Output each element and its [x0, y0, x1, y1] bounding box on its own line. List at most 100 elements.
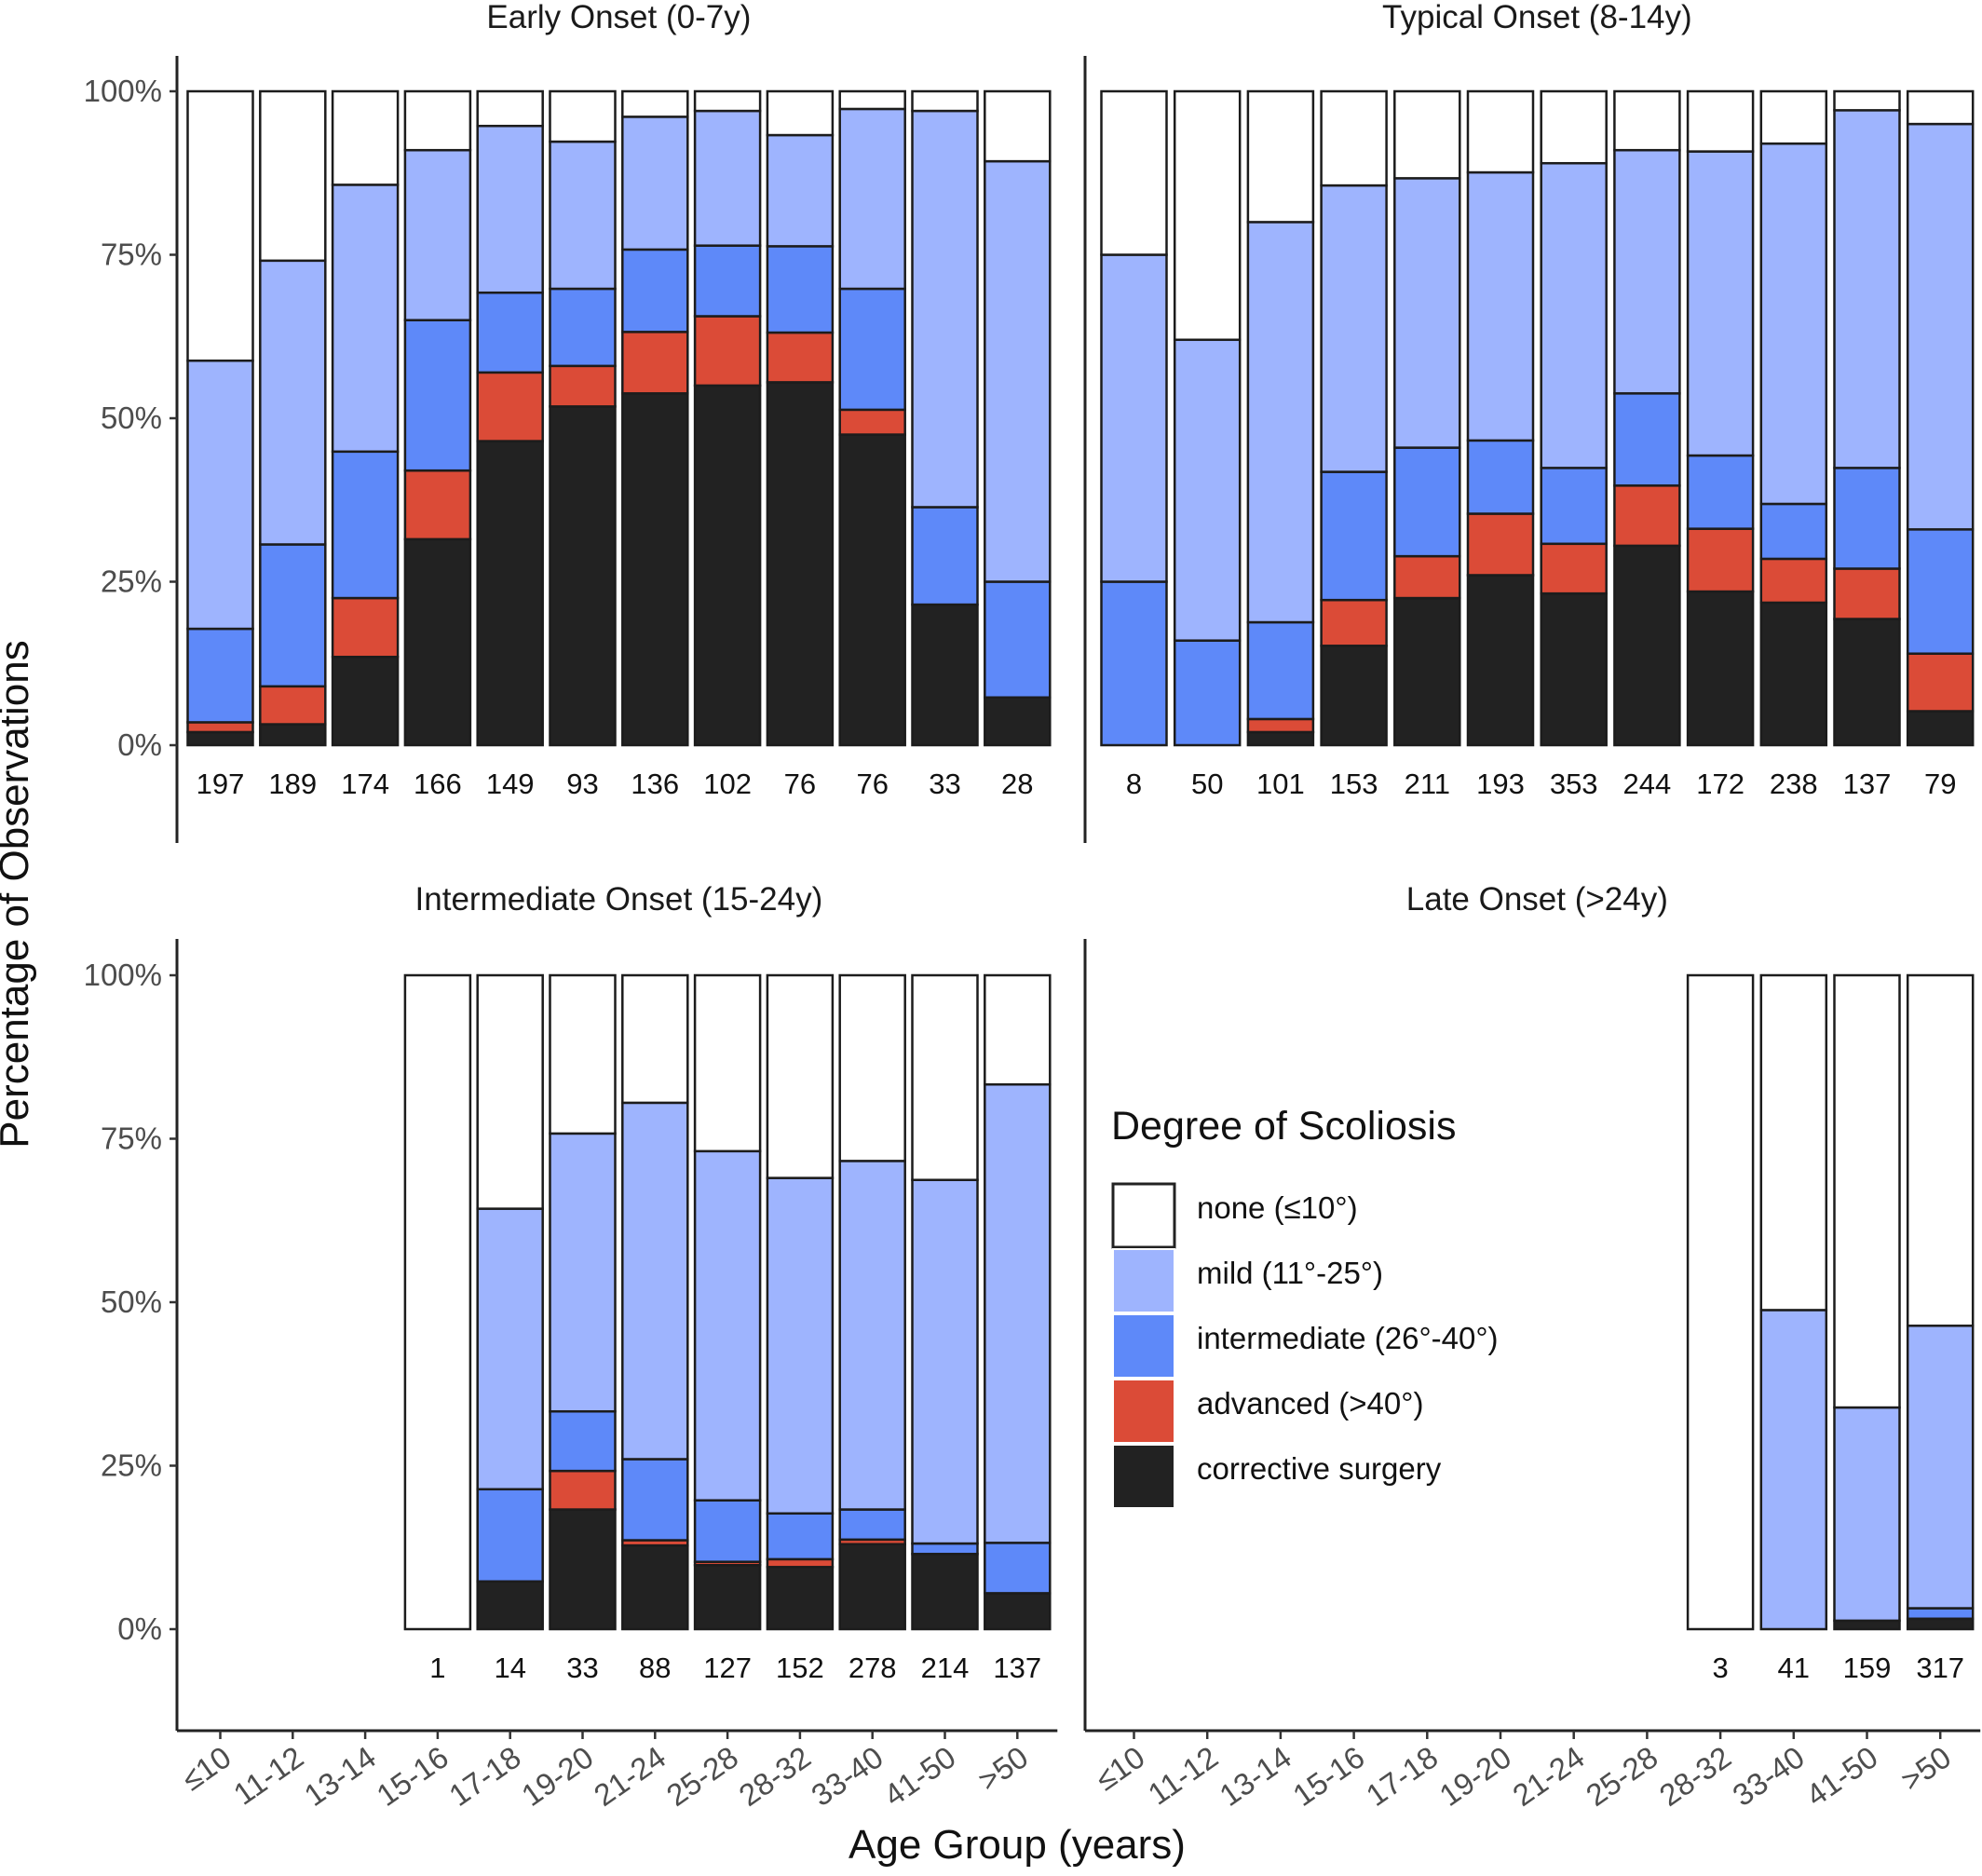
panel-2-bar-41-50-none: [1833, 89, 1901, 112]
panel-4-x-tick-label: >50: [1894, 1739, 1957, 1797]
panel-1-bar-15-16-intermediate: [403, 319, 472, 472]
panel-4-bar-41-50-mild: [1833, 1406, 1901, 1623]
panel-2-bar-gt50-none: [1906, 89, 1975, 126]
panel-2-bar-33-40-surgery: [1759, 601, 1828, 747]
panel-3-n-label-17-18: 14: [494, 1652, 525, 1684]
panel-4-x-tick-label: 19-20: [1433, 1739, 1517, 1813]
panel-3-bar-28-32-intermediate: [766, 1512, 835, 1561]
panel-1-n-label-13-14: 174: [341, 768, 389, 800]
panel-2-bar-11-12-intermediate: [1173, 639, 1242, 747]
panel-1-bar-28-32-advanced: [766, 331, 835, 384]
panel-3-y-tick-label: 75%: [101, 1122, 162, 1156]
panel-2-title: Typical Onset (8-14y): [1382, 0, 1692, 35]
panel-2-n-label-19-20: 193: [1476, 768, 1525, 800]
panel-2-bar-28-32-surgery: [1686, 590, 1755, 747]
panel-3-bar-gt50-none: [984, 973, 1052, 1086]
legend-item-none: none (≤10°): [1111, 1182, 1358, 1249]
panel-3-bar-17-18-none: [476, 973, 544, 1210]
panel-3-bar-19-20-none: [549, 973, 617, 1135]
y-axis-title: Percentage of Observations: [0, 640, 37, 1148]
panel-1-bar-25-28-advanced: [693, 315, 762, 387]
panel-1-bar-33-40-none: [838, 89, 906, 111]
panel-3-bar-19-20-advanced: [549, 1469, 617, 1511]
panel-3-bar-25-28-surgery: [693, 1563, 762, 1631]
panel-1-bar-21-24-surgery: [621, 392, 689, 747]
panel-2-bar-19-20-surgery: [1466, 574, 1535, 747]
panel-2-bar-28-32-advanced: [1686, 527, 1755, 593]
panel-2-bar-25-28-surgery: [1613, 544, 1681, 747]
panel-1-bar-le10-intermediate: [186, 627, 254, 724]
panel-3-x-tick-label: 25-28: [660, 1739, 744, 1813]
panel-1-bar-le10-none: [186, 89, 254, 362]
panel-1-n-label-19-20: 93: [566, 768, 598, 800]
panel-1-y-tick-label: 100%: [84, 74, 162, 108]
panel-2-bar-13-14-mild: [1246, 221, 1315, 624]
panel-1-bar-11-12-intermediate: [259, 543, 327, 688]
panel-3-bar-17-18-surgery: [476, 1580, 544, 1631]
panel-2-n-label-gt50: 79: [1924, 768, 1956, 800]
panel-3-bar-21-24-surgery: [621, 1543, 689, 1631]
panel-1-title: Early Onset (0-7y): [486, 0, 751, 35]
panel-2-bar-17-18-surgery: [1393, 596, 1461, 747]
panel-2-bar-21-24-advanced: [1540, 542, 1608, 595]
panel-2-bar-13-14-advanced: [1246, 717, 1315, 734]
panel-1-bar-gt50-mild: [984, 159, 1052, 583]
panel-1-bar-25-28-surgery: [693, 384, 762, 747]
panel-2-n-label-33-40: 238: [1770, 768, 1818, 800]
panel-1-n-label-28-32: 76: [784, 768, 816, 800]
panel-2-bar-25-28-mild: [1613, 148, 1681, 395]
panel-3-bar-21-24-intermediate: [621, 1458, 689, 1542]
panel-1-bar-13-14-surgery: [331, 655, 400, 747]
panel-4-n-label-gt50: 317: [1916, 1652, 1964, 1684]
panel-1-n-label-15-16: 166: [414, 768, 462, 800]
panel-3-bar-19-20-mild: [549, 1132, 617, 1413]
panel-2-bar-25-28-advanced: [1613, 484, 1681, 548]
panel-3-bar-25-28-mild: [693, 1149, 762, 1502]
panel-1-bar-11-12-advanced: [259, 685, 327, 726]
legend-swatch-intermediate: [1112, 1313, 1175, 1379]
panel-2-bar-33-40-mild: [1759, 142, 1828, 506]
panel-3-bar-33-40-mild: [838, 1160, 906, 1511]
panel-2-bar-15-16-surgery: [1320, 645, 1388, 747]
panel-2-n-label-28-32: 172: [1696, 768, 1744, 800]
panel-3-bar-28-32-advanced: [766, 1557, 835, 1569]
panel-2-n-label-13-14: 101: [1256, 768, 1305, 800]
panel-1-bar-19-20-mild: [549, 140, 617, 291]
panel-2-bar-gt50-mild: [1906, 122, 1975, 531]
panel-3-y-tick-label: 100%: [84, 958, 162, 992]
panel-4-n-label-41-50: 159: [1843, 1652, 1892, 1684]
panel-4-bar-gt50-surgery: [1906, 1617, 1975, 1631]
panel-2-bar-13-14-intermediate: [1246, 620, 1315, 721]
panel-3-x-tick-label: 13-14: [298, 1739, 382, 1813]
panel-2-bar-le10-mild: [1100, 253, 1168, 583]
panel-4-x-tick-label: 33-40: [1726, 1739, 1810, 1813]
panel-2-bar-41-50-mild: [1833, 109, 1901, 469]
panel-1-bar-17-18-none: [476, 89, 544, 128]
panel-1-y-tick-label: 25%: [101, 564, 162, 599]
panel-2-bar-21-24-surgery: [1540, 591, 1608, 747]
panel-1-bar-19-20-intermediate: [549, 287, 617, 368]
panel-2-n-label-41-50: 137: [1843, 768, 1892, 800]
panel-2-bar-17-18-advanced: [1393, 554, 1461, 600]
panel-3-y-tick-label: 25%: [101, 1448, 162, 1483]
panel-3-bar-gt50-surgery: [984, 1592, 1052, 1631]
panel-4-x-tick-label: 21-24: [1506, 1739, 1590, 1813]
panel-2-bar-15-16-intermediate: [1320, 470, 1388, 602]
panel-1-bar-19-20-none: [549, 89, 617, 143]
panel-1-bar-15-16-none: [403, 89, 472, 152]
panel-2-bar-11-12-mild: [1173, 338, 1242, 642]
legend-item-intermediate: intermediate (26°-40°): [1112, 1313, 1499, 1379]
panel-3-bar-19-20-surgery: [549, 1508, 617, 1631]
panel-1-bar-le10-advanced: [186, 721, 254, 734]
panel-1-bar-28-32-mild: [766, 133, 835, 248]
panel-1-bar-gt50-surgery: [984, 696, 1052, 747]
panel-4-bar-28-32-none: [1686, 973, 1755, 1631]
panel-2-bar-13-14-none: [1246, 89, 1315, 224]
panel-1-bar-25-28-intermediate: [693, 244, 762, 318]
legend-label-mild: mild (11°-25°): [1197, 1256, 1383, 1290]
legend-label-none: none (≤10°): [1197, 1190, 1358, 1225]
panel-4-bar-41-50-none: [1833, 973, 1901, 1409]
panel-1-n-label-17-18: 149: [486, 768, 535, 800]
panel-3-n-label-15-16: 1: [429, 1652, 445, 1684]
panel-1-bar-15-16-mild: [403, 148, 472, 321]
